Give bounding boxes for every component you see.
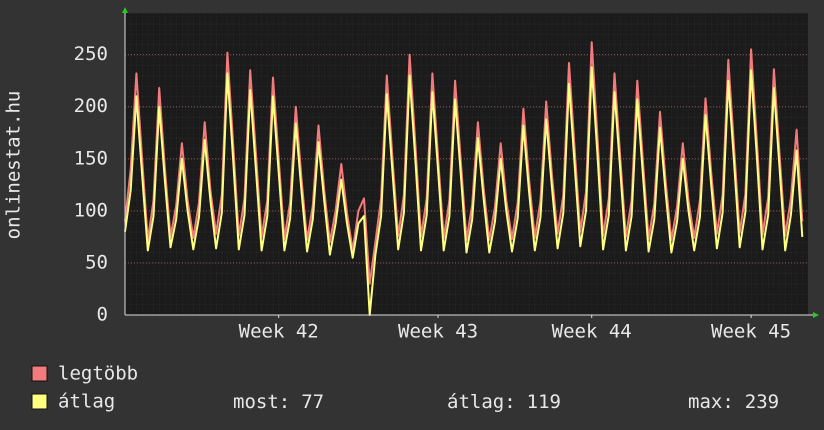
stat-label: átlag: [447, 391, 516, 413]
series-line [124, 66, 804, 316]
axis-arrow [813, 312, 819, 318]
legend-swatch [31, 365, 48, 382]
x-tick-label: Week 44 [552, 321, 632, 343]
x-tick-label: Week 42 [239, 321, 319, 343]
legend-label: legtöbb [58, 363, 138, 385]
stat: max: 239 [688, 391, 779, 413]
stat-label: most: [233, 391, 290, 413]
stat-value: 239 [745, 391, 779, 413]
y-tick-label: 100 [74, 199, 108, 221]
legend-label: átlag [58, 391, 115, 413]
y-tick-label: 0 [97, 304, 108, 326]
y-axis-label: onlinestat.hu [3, 91, 25, 240]
y-tick-label: 200 [74, 95, 108, 117]
axis-arrow [122, 7, 128, 13]
stat-label: max: [688, 391, 734, 413]
stat: most: 77 [233, 391, 324, 413]
stat-value: 77 [301, 391, 324, 413]
legend-swatch [31, 393, 48, 410]
y-tick-label: 150 [74, 147, 108, 169]
y-tick-label: 50 [85, 251, 108, 273]
stat-value: 119 [527, 391, 561, 413]
y-tick-label: 250 [74, 43, 108, 65]
x-tick-label: Week 45 [711, 321, 791, 343]
stat: átlag: 119 [447, 391, 561, 413]
x-tick-label: Week 43 [398, 321, 478, 343]
plot-area [125, 13, 808, 315]
